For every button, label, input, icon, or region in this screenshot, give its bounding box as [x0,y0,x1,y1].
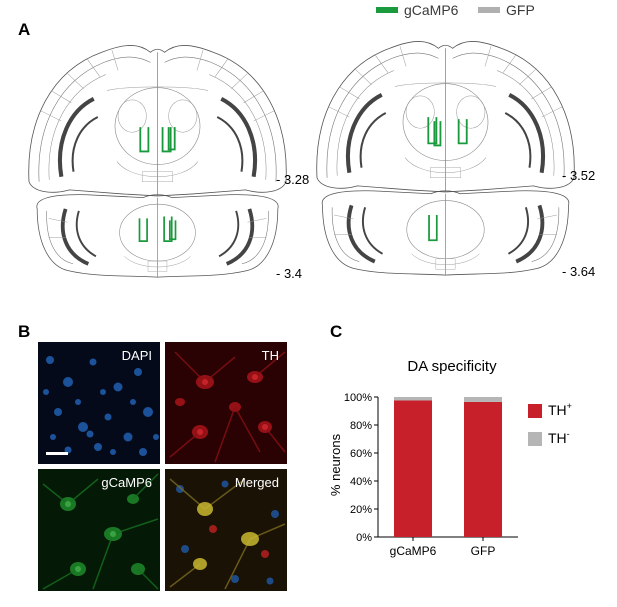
micrograph-dapi: DAPI [38,342,160,464]
x-tick-label: gCaMP6 [390,544,437,558]
legend-gcamp6-swatch [376,7,398,13]
scale-bar [46,452,68,455]
bar-segment-th-plus [464,401,502,537]
micrograph-label-th: TH [261,348,279,363]
micrograph-label-gcamp6: gCaMP6 [101,475,152,490]
chart-title: DA specificity [407,358,497,375]
panel-c-letter: C [330,322,343,341]
brain-section-bottom-right [320,188,571,278]
panel-b-letter: B [18,322,31,341]
y-tick-label: 20% [350,504,372,516]
y-tick-label: 100% [344,392,372,404]
legend-gfp: GFP [478,2,535,18]
coordinate-label: - 3.4 [276,266,303,281]
micrograph-gcamp6: gCaMP6 [38,469,160,591]
da-specificity-chart: DA specificity % neurons 0% 20% 40% 60% 80% 1… [328,358,572,558]
brain-section-top-left [20,30,295,200]
merged-cells [169,478,286,590]
micrograph-label-dapi: DAPI [121,348,152,363]
gcamp6-fiber-placements [428,215,438,242]
legend-label: TH+ [548,401,572,418]
legend-gfp-swatch [478,7,500,13]
brain-section-bottom-left [34,192,281,280]
bar-segment-th-plus [394,400,432,537]
y-tick-label: 40% [350,476,372,488]
y-tick-label: 80% [350,420,372,432]
legend-swatch [528,432,542,446]
panel-a-letter: A [18,20,31,39]
coordinate-label: - 3.52 [562,168,596,183]
gcamp6-fiber-placements [139,127,176,153]
legend-gfp-label: GFP [506,2,535,18]
micrograph-th: TH [165,342,287,464]
coordinate-label: - 3.64 [562,264,596,279]
dapi-nuclei [43,356,159,456]
legend-label: TH- [548,429,570,446]
gcamp6-fiber-placements [427,117,468,147]
y-axis-label: % neurons [328,433,343,496]
bar-segment-th-minus [464,397,502,402]
legend-gcamp6: gCaMP6 [376,2,458,18]
micrograph-merged: Merged [165,469,287,591]
gcamp6-cells [42,473,159,590]
y-tick-label: 60% [350,448,372,460]
y-tick-label: 0% [356,532,372,544]
legend-label-superscript: + [567,401,572,411]
coordinate-label: - 3.28 [276,172,310,187]
th-cells [169,351,286,463]
bar-segment-th-minus [394,397,432,401]
legend-label-superscript: - [567,429,570,439]
gcamp6-fiber-placements [138,216,177,243]
legend-gcamp6-label: gCaMP6 [404,2,459,18]
legend-swatch [528,404,542,418]
micrograph-label-merged: Merged [234,475,279,490]
x-tick-label: GFP [471,544,496,558]
brain-section-top-right [308,26,583,196]
